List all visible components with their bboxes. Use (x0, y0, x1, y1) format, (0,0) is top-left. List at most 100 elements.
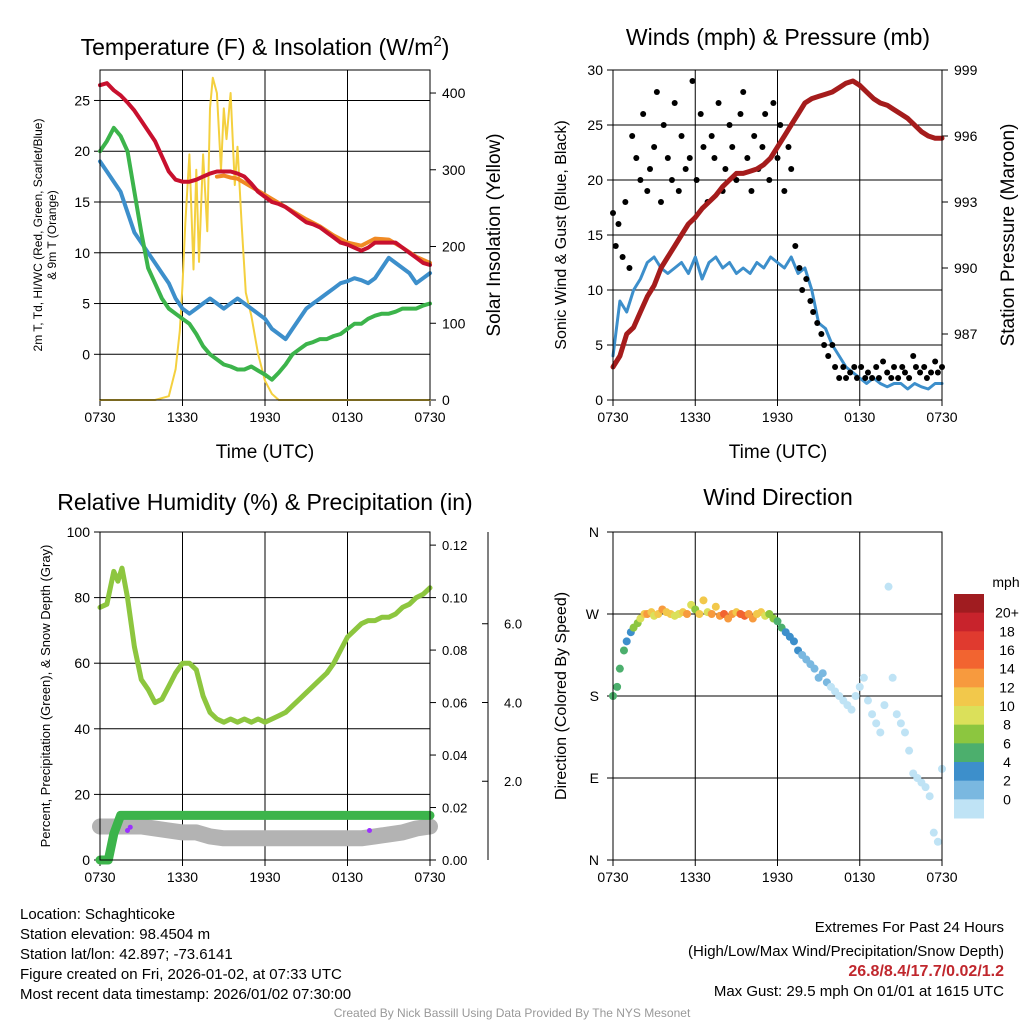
y-tick-label: 20 (74, 143, 90, 159)
legend-swatch (954, 668, 984, 688)
gust-point (932, 358, 939, 365)
gust-point (700, 144, 707, 150)
gust-point (875, 375, 882, 381)
gust-point (660, 122, 667, 128)
gust-point (615, 221, 622, 227)
x-tick-label: 0730 (84, 409, 115, 425)
pressure-line (610, 78, 945, 370)
gust-point (825, 353, 832, 359)
sonic-wind-line (611, 255, 944, 391)
gust-point (873, 364, 880, 370)
gust-point (612, 243, 619, 249)
snow-depth-line (92, 818, 438, 847)
gust-point (671, 100, 678, 106)
y2-tick-label: 990 (954, 260, 978, 276)
temperature-panel: 0730 1330 1930 0130 0730 25 20 15 10 5 0 400 300 200 1… (31, 33, 505, 463)
y2-tick-label: 0.00 (442, 853, 467, 868)
dewpoint-line (98, 125, 432, 382)
gust-point (733, 177, 740, 183)
gust-point (629, 133, 636, 139)
max-gust-text: Max Gust: 29.5 mph On 01/01 at 1615 UTC (713, 983, 1004, 1000)
legend-swatch (954, 706, 984, 726)
plot-frame (612, 69, 943, 401)
gust-point (668, 177, 675, 183)
gust-point (796, 265, 803, 271)
gust-point (829, 342, 836, 348)
direction-point (884, 582, 893, 591)
direction-point (855, 682, 864, 691)
legend-label: 2 (1003, 773, 1011, 789)
y-tick-label: 10 (74, 245, 90, 261)
gust-point (653, 89, 660, 95)
gust-point (891, 364, 898, 370)
y-tick-label: 30 (587, 62, 603, 78)
direction-point (872, 719, 881, 728)
direction-point (925, 792, 934, 801)
legend-swatch (954, 650, 984, 670)
x-tick-label: 1330 (167, 869, 198, 885)
y-tick-label: 5 (595, 337, 603, 353)
legend-swatch (954, 687, 984, 707)
gust-point (657, 199, 664, 205)
y-tick-label: 0 (82, 852, 90, 868)
chart-title: Relative Humidity (%) & Precipitation (i… (57, 489, 472, 515)
legend-label: 18 (999, 623, 1015, 639)
latlon-text: Station lat/lon: 42.897; -73.6141 (20, 946, 233, 963)
direction-point (615, 664, 624, 673)
y3-tick-label: 6.0 (504, 617, 522, 632)
gust-point (880, 358, 887, 365)
legend-label: 0 (1003, 791, 1011, 807)
plot-frame (99, 531, 431, 861)
y-axis-label: Percent, Precipitation (Green), & Snow D… (38, 545, 53, 848)
gust-point (858, 364, 865, 370)
y-tick-label: 20 (74, 786, 90, 802)
gust-point (901, 369, 908, 376)
gust-point (810, 309, 817, 315)
direction-point (876, 728, 885, 737)
gust-point (759, 144, 766, 150)
y3-tick-label: 2.0 (504, 774, 522, 789)
legend-swatch (954, 612, 984, 632)
legend-swatch (954, 631, 984, 651)
y-tick-label: N (589, 524, 599, 540)
y-tick-label: 25 (74, 92, 90, 108)
gust-point (781, 188, 788, 194)
direction-point (847, 705, 856, 714)
direction-point (868, 710, 877, 719)
direction-point (880, 701, 889, 710)
location-text: Location: Schaghticoke (20, 906, 176, 923)
legend-title: mph (992, 574, 1019, 590)
direction-point (892, 710, 901, 719)
y3-tick-label: 4.0 (504, 695, 522, 710)
gust-point (740, 89, 747, 95)
x-tick-label: 1930 (249, 869, 280, 885)
gust-point (774, 155, 781, 161)
gust-point (843, 375, 850, 381)
y2-tick-label: 0.10 (442, 591, 467, 606)
legend-swatch (954, 780, 984, 800)
gust-point (803, 276, 810, 282)
gust-point (799, 287, 806, 293)
direction-point (929, 828, 938, 837)
winds-panel: 0730 1330 1930 0130 0730 30 25 20 15 10 5 0 999 996 99… (553, 24, 1019, 463)
gust-point (726, 122, 733, 128)
y-tick-label: 5 (82, 296, 90, 312)
direction-point (711, 602, 720, 611)
direction-point (683, 610, 692, 618)
x-tick-label: 0730 (926, 869, 957, 885)
legend-label: 4 (1003, 754, 1011, 770)
gust-point (675, 188, 682, 194)
gust-point (884, 369, 891, 376)
direction-point (707, 610, 716, 618)
x-axis-label: Time (UTC) (216, 442, 315, 463)
x-tick-label: 1330 (680, 409, 711, 425)
purple-point (127, 824, 133, 830)
legend-label: 14 (999, 661, 1015, 677)
direction-point (900, 728, 909, 737)
gust-point (899, 364, 906, 370)
x-tick-label: 1930 (249, 409, 280, 425)
y-axis-label: & 9m T (Orange) (45, 190, 59, 280)
legend-label: 8 (1003, 717, 1011, 733)
y2-tick-label: 999 (954, 62, 978, 78)
station-info: Location: Schaghticoke Station elevation… (20, 905, 351, 1005)
